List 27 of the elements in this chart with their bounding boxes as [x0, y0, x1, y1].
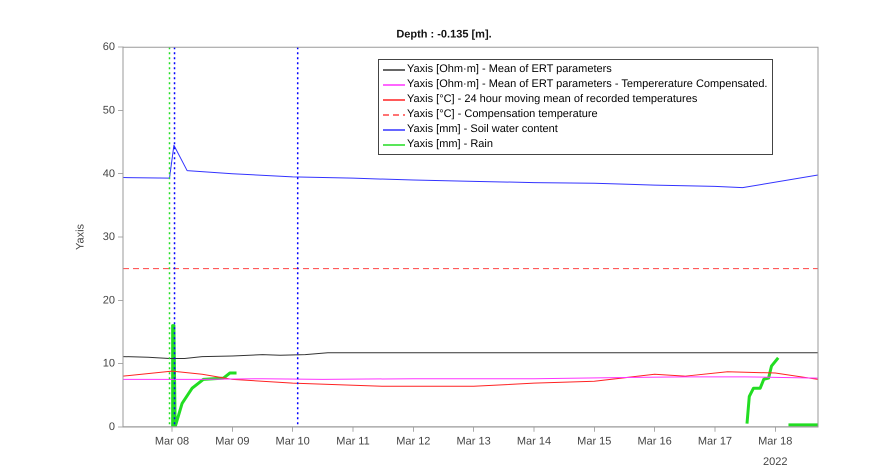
x-tick-label: Mar 10 [276, 435, 310, 448]
chart-title: Depth : -0.135 [m]. [396, 28, 492, 41]
legend-label: Yaxis [mm] - Soil water content [407, 122, 558, 138]
y-tick-label: 20 [102, 294, 115, 306]
y-tick-label: 0 [108, 420, 115, 433]
x-tick-label: Mar 17 [698, 435, 732, 448]
legend-label: Yaxis [Ohm·m] - Mean of ERT parameters - Tempererature Compensated. [407, 77, 768, 92]
legend-label: Yaxis [Ohm·m] - Mean of ERT parameters [407, 62, 612, 78]
x-tick-label: Mar 09 [215, 435, 250, 448]
text: 2022 [763, 456, 788, 465]
y-tick-label: 30 [102, 231, 115, 244]
y-tick-label: 60 [102, 41, 115, 54]
x-tick-label: Mar 18 [758, 435, 792, 448]
x-tick-label: Mar 08 [154, 435, 190, 448]
y-axis-title: Yaxis [74, 223, 87, 250]
x-tick-label: Mar 15 [577, 435, 612, 448]
legend-label: Yaxis [°C] - Compensation temperature [407, 107, 598, 122]
y-tick-label: 40 [102, 168, 115, 180]
x-tick-label: Mar 14 [516, 435, 552, 448]
legend-label: Yaxis [mm] - Rain [407, 137, 493, 152]
legend-label: Yaxis [°C] - 24 hour moving mean of recorded temperatures [407, 92, 698, 108]
x-tick-label: Mar 11 [336, 435, 370, 448]
x-tick-label: Mar 12 [396, 435, 430, 448]
y-tick-label: 50 [102, 104, 115, 116]
x-tick-label: Mar 13 [456, 435, 491, 448]
y-tick-label: 10 [102, 358, 115, 370]
x-tick-label: Mar 16 [637, 435, 672, 448]
